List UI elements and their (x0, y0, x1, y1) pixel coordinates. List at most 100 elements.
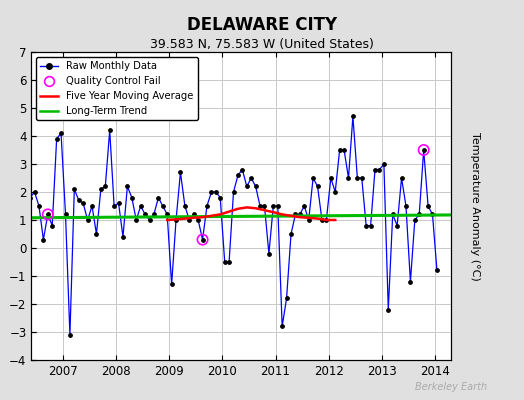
Point (17, 189, 26, 195)
Point (207, 189, 215, 195)
Point (326, 175, 335, 181)
Point (176, 169, 184, 176)
Point (92, 231, 101, 237)
Text: DELAWARE CITY: DELAWARE CITY (187, 16, 337, 34)
Point (52, 136, 61, 142)
Point (428, 211, 436, 218)
Point (43, 211, 52, 218)
Point (278, 323, 286, 330)
Point (291, 211, 300, 218)
Point (83, 217, 92, 223)
Point (344, 175, 353, 181)
Point (375, 166, 384, 173)
Point (79, 200, 88, 206)
Point (300, 203, 309, 209)
Point (274, 203, 282, 209)
Point (357, 175, 366, 181)
Point (411, 217, 419, 223)
Point (260, 203, 269, 209)
Point (26, 194, 34, 201)
Point (57, 130, 66, 136)
Point (199, 236, 207, 243)
Point (123, 183, 132, 190)
Point (388, 211, 397, 218)
Point (243, 183, 251, 190)
Point (393, 222, 401, 229)
Point (309, 175, 318, 181)
Point (331, 189, 340, 195)
Point (172, 217, 180, 223)
Point (48, 222, 57, 229)
Point (21, 203, 30, 209)
Point (348, 113, 357, 120)
Point (335, 147, 344, 153)
Point (66, 332, 74, 338)
Point (114, 200, 123, 206)
Point (225, 259, 233, 265)
Point (30, 189, 39, 195)
Point (252, 183, 260, 190)
Point (35, 203, 43, 209)
Point (74, 197, 83, 204)
Point (119, 234, 127, 240)
Point (212, 189, 220, 195)
Point (145, 217, 154, 223)
Text: 39.583 N, 75.583 W (United States): 39.583 N, 75.583 W (United States) (150, 38, 374, 51)
Point (110, 203, 118, 209)
Point (269, 203, 278, 209)
Point (247, 175, 255, 181)
Point (380, 161, 388, 167)
Point (194, 217, 202, 223)
Point (340, 147, 348, 153)
Point (384, 306, 392, 313)
Point (132, 217, 140, 223)
Point (163, 211, 171, 218)
Point (154, 194, 162, 201)
Point (8, 138, 17, 145)
Point (313, 183, 322, 190)
Text: Berkeley Earth: Berkeley Earth (415, 382, 487, 392)
Point (304, 217, 313, 223)
Point (185, 217, 193, 223)
Point (13, 183, 21, 190)
Point (96, 186, 105, 192)
Point (353, 175, 362, 181)
Point (420, 147, 428, 153)
Point (424, 203, 432, 209)
Point (256, 203, 264, 209)
Point (397, 175, 406, 181)
Point (406, 278, 414, 285)
Point (141, 211, 149, 218)
Point (433, 267, 441, 274)
Point (39, 236, 48, 243)
Point (168, 281, 176, 288)
Point (230, 189, 238, 195)
Point (216, 194, 224, 201)
Point (287, 231, 295, 237)
Point (105, 127, 114, 134)
Point (128, 194, 136, 201)
Point (61, 211, 70, 218)
Point (136, 203, 145, 209)
Point (238, 166, 247, 173)
Point (318, 217, 326, 223)
Point (199, 236, 207, 243)
Point (371, 166, 379, 173)
Y-axis label: Temperature Anomaly (°C): Temperature Anomaly (°C) (470, 132, 480, 280)
Point (362, 222, 370, 229)
Point (181, 203, 189, 209)
Point (415, 211, 423, 218)
Point (234, 172, 242, 178)
Point (43, 211, 52, 218)
Point (221, 259, 229, 265)
Point (420, 147, 428, 153)
Point (190, 211, 198, 218)
Point (88, 203, 96, 209)
Point (265, 250, 273, 257)
Point (159, 203, 167, 209)
Point (70, 186, 79, 192)
Point (150, 211, 158, 218)
Point (296, 211, 304, 218)
Point (282, 295, 291, 302)
Point (203, 203, 211, 209)
